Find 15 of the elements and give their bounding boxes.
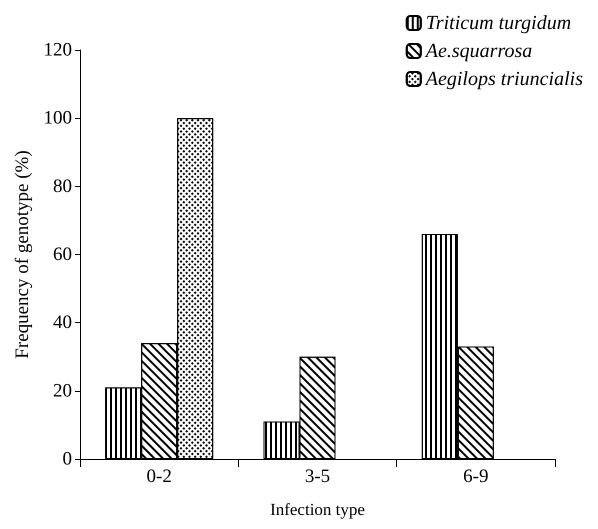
legend-label: Triticum turgidum [426, 12, 572, 34]
x-axis-title: Infection type [270, 500, 365, 519]
y-tick-label: 60 [53, 244, 72, 265]
x-tick-label: 3-5 [304, 466, 330, 487]
y-tick-label: 120 [44, 40, 72, 60]
legend-label: Aegilops triuncialis [424, 68, 584, 90]
y-tick-label: 0 [62, 448, 72, 470]
y-tick-label: 40 [53, 312, 72, 334]
legend-label: Ae.squarrosa [424, 40, 532, 62]
y-tick-label: 100 [44, 108, 72, 129]
x-tick-label: 0-2 [146, 466, 172, 487]
y-tick-label: 80 [53, 176, 72, 197]
x-tick-label: 6-9 [463, 466, 488, 487]
y-tick-label: 20 [53, 380, 72, 402]
y-axis-title: Frequency of genotype (%) [12, 150, 33, 359]
